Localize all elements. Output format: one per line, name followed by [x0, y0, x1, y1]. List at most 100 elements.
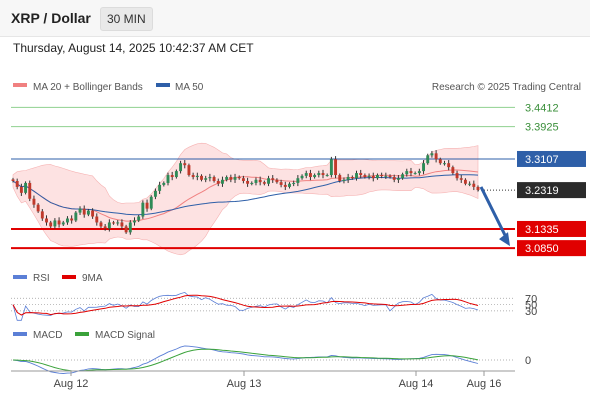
- candle-body: [187, 165, 191, 176]
- bollinger-band: [12, 142, 479, 256]
- candle-body: [204, 178, 208, 180]
- candle-body: [19, 186, 23, 193]
- support-level-label: 3.1335: [525, 224, 559, 236]
- candle-body: [28, 182, 32, 199]
- candle-body: [74, 212, 78, 221]
- candle-body: [463, 179, 467, 184]
- ma20-legend-label: MA 20 + Bollinger Bands: [33, 82, 143, 93]
- x-axis-tick-label: Aug 16: [467, 378, 502, 390]
- candle-body: [434, 153, 438, 160]
- candle-body: [459, 178, 463, 180]
- candle-body: [233, 177, 237, 180]
- x-axis-tick-label: Aug 14: [399, 378, 434, 390]
- candle-body: [380, 175, 384, 177]
- candle-body: [438, 159, 442, 164]
- candle-body: [401, 174, 405, 179]
- rsi-ma-legend-swatch: [62, 275, 76, 279]
- x-axis: Aug 12 Aug 13 Aug 14 Aug 16: [54, 371, 502, 390]
- last-price-label: 3.2319: [525, 185, 559, 197]
- candle-body: [128, 222, 132, 233]
- candle-body: [162, 182, 166, 185]
- candle-body: [11, 179, 15, 181]
- macd-line: [12, 345, 479, 374]
- rsi-level-label: 30: [525, 306, 537, 318]
- candle-body: [405, 171, 409, 175]
- candle-body: [91, 210, 95, 217]
- macd-panel: 0: [11, 345, 531, 374]
- candle-body: [413, 173, 417, 175]
- candle-body: [342, 179, 346, 181]
- candle-body: [137, 216, 141, 221]
- candle-body: [384, 175, 388, 177]
- candle-body: [325, 175, 329, 177]
- candle-body: [376, 175, 379, 179]
- candle-body: [329, 159, 333, 176]
- candle-body: [241, 178, 245, 181]
- candle-body: [271, 178, 275, 180]
- candle-body: [296, 178, 300, 183]
- candle-body: [288, 183, 291, 187]
- candle-body: [468, 183, 472, 185]
- candle-body: [409, 171, 413, 174]
- candle-body: [422, 163, 425, 172]
- candle-body: [78, 208, 82, 213]
- candle-body: [430, 153, 434, 156]
- candle-body: [141, 202, 145, 217]
- candle-body: [36, 204, 40, 212]
- ma50-legend-label: MA 50: [175, 82, 204, 93]
- candle-body: [57, 220, 61, 225]
- candle-body: [191, 175, 195, 178]
- candle-body: [279, 182, 283, 185]
- candle-body: [40, 211, 44, 219]
- candle-body: [221, 179, 224, 184]
- rsi-level-label: 70: [525, 293, 537, 305]
- target-level-label: 3.4412: [525, 102, 559, 114]
- support-level-tag: [517, 240, 586, 257]
- timeframe-badge[interactable]: 30 MIN: [100, 7, 153, 31]
- forecast-arrow-shaft: [479, 186, 509, 240]
- candle-body: [313, 175, 317, 178]
- candle-body: [200, 175, 203, 180]
- instrument-title: XRP / Dollar: [11, 10, 91, 26]
- candles-layer: [11, 150, 480, 235]
- candle-body: [212, 177, 216, 181]
- candle-body: [103, 226, 107, 229]
- macd-legend-label: MACD: [33, 330, 62, 341]
- pivot-level-label: 3.3107: [525, 154, 559, 166]
- candle-body: [367, 175, 371, 178]
- candle-body: [359, 173, 363, 176]
- candle-body: [95, 216, 99, 223]
- ma50-legend-swatch: [156, 83, 170, 87]
- candle-body: [179, 163, 183, 172]
- candle-body: [107, 222, 111, 229]
- candle-body: [158, 184, 162, 191]
- candle-body: [170, 175, 174, 178]
- support-level-label: 3.0850: [525, 243, 559, 255]
- candle-body: [355, 173, 358, 179]
- candle-body: [371, 175, 375, 179]
- ma20-legend-swatch: [13, 83, 27, 87]
- candle-body: [392, 177, 396, 180]
- candle-body: [133, 220, 136, 223]
- candle-body: [120, 222, 124, 227]
- x-axis-tick-label: Aug 12: [54, 378, 89, 390]
- candle-body: [61, 222, 65, 225]
- macd-legend-swatch: [13, 332, 27, 336]
- candle-body: [124, 226, 128, 233]
- candle-body: [283, 184, 287, 187]
- candle-body: [70, 218, 74, 221]
- candle-body: [334, 159, 338, 176]
- candle-body: [338, 175, 342, 181]
- pivot-level-tag: [517, 150, 586, 167]
- target-level-label: 3.3925: [525, 122, 559, 134]
- candle-body: [317, 173, 321, 176]
- candle-body: [346, 177, 350, 180]
- level-label-layer: 3.4412 3.3925 3.3107 3.2319 3.1335 3.0850: [517, 102, 586, 257]
- candle-body: [237, 177, 241, 179]
- rsi-legend-label: RSI: [33, 273, 50, 284]
- candle-body: [472, 183, 476, 187]
- research-credit: Research © 2025 Trading Central: [432, 82, 581, 93]
- candle-body: [258, 179, 262, 183]
- candle-body: [45, 218, 48, 223]
